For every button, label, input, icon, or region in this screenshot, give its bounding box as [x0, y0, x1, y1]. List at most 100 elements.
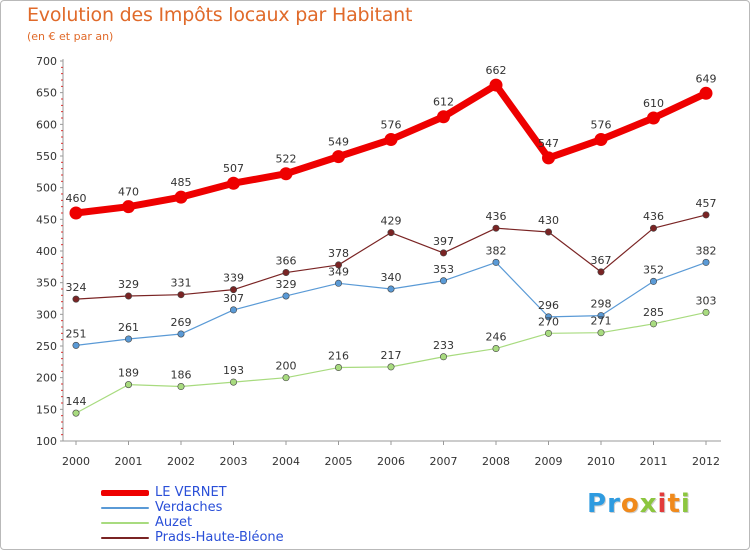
data-label: 352 [643, 263, 664, 276]
legend-label: Auzet [155, 515, 193, 530]
data-label: 340 [381, 271, 402, 284]
series-point [702, 258, 710, 266]
data-label: 193 [223, 364, 244, 377]
series-point [230, 306, 238, 314]
data-label: 217 [381, 349, 402, 362]
series-point [387, 363, 395, 371]
data-label: 436 [486, 210, 507, 223]
data-label: 298 [591, 298, 612, 311]
series-point [649, 277, 657, 285]
data-label: 366 [276, 255, 297, 268]
series-point [69, 206, 83, 220]
proxiti-logo: Proxiti [587, 489, 691, 519]
logo-letter: r [607, 489, 621, 519]
y-tick-label: 150 [36, 403, 57, 416]
series-point [279, 167, 293, 181]
series-point [387, 285, 395, 293]
data-label: 522 [276, 153, 297, 166]
series-point [230, 378, 238, 386]
logo-letter: t [667, 489, 681, 519]
data-label: 251 [66, 327, 87, 340]
series-point [282, 292, 290, 300]
data-label: 547 [538, 137, 559, 150]
series-point [544, 228, 552, 236]
data-label: 353 [433, 263, 454, 276]
data-label: 329 [118, 278, 139, 291]
series-point [125, 381, 133, 389]
x-tick-label: 2002 [167, 455, 195, 468]
data-label: 549 [328, 136, 349, 149]
series-point [492, 224, 500, 232]
y-tick-label: 400 [36, 245, 57, 258]
logo-letter: i [657, 489, 668, 519]
data-label: 216 [328, 350, 349, 363]
data-label: 261 [118, 321, 139, 334]
series-layer [69, 78, 713, 417]
logo-letter: P [587, 489, 608, 519]
data-label: 296 [538, 299, 559, 312]
data-label: 307 [223, 292, 244, 305]
series-point [227, 176, 240, 190]
data-label: 485 [171, 176, 192, 189]
data-label: 189 [118, 367, 139, 380]
series-point [649, 320, 657, 328]
data-label: 233 [433, 339, 454, 352]
series-point [597, 312, 605, 320]
series-point [647, 111, 660, 125]
data-label: 270 [538, 315, 559, 328]
x-tick-label: 2001 [115, 455, 143, 468]
data-label: 367 [591, 254, 612, 267]
legend-label: Verdaches [155, 500, 223, 515]
x-tick-label: 2008 [482, 455, 510, 468]
series-point [702, 308, 710, 316]
series-point [387, 229, 395, 237]
y-tick-label: 200 [36, 372, 57, 385]
data-label: 200 [276, 360, 297, 373]
data-label: 378 [328, 247, 349, 260]
data-label: 397 [433, 235, 454, 248]
legend-label: Prads-Haute-Bléone [155, 530, 284, 545]
x-tick-label: 2009 [535, 455, 563, 468]
series-point [177, 330, 185, 338]
series-point [125, 335, 133, 343]
series-point [72, 409, 80, 417]
series-point [230, 286, 238, 294]
data-label: 349 [328, 265, 349, 278]
series-point [174, 190, 188, 204]
series-point [542, 151, 555, 165]
data-label: 649 [696, 72, 717, 85]
data-label: 430 [538, 214, 559, 227]
data-label: 382 [486, 244, 507, 257]
series-point [177, 383, 185, 391]
series-point [334, 364, 342, 372]
x-tick-label: 2000 [62, 455, 90, 468]
series-point [439, 249, 447, 257]
series-point [439, 277, 447, 285]
y-tick-label: 100 [36, 435, 57, 448]
data-label: 339 [223, 272, 244, 285]
data-label: 331 [171, 277, 192, 290]
chart-axes: 100 150 200 250 300 350 400 450 500 550 600 650 700 2… [36, 55, 721, 468]
chart-subtitle: (en € et par an) [27, 30, 114, 43]
series-point [544, 329, 552, 337]
y-tick-label: 500 [36, 182, 57, 195]
series-point [649, 224, 657, 232]
series-point [702, 211, 710, 219]
x-tick-label: 2005 [325, 455, 353, 468]
x-tick-label: 2012 [692, 455, 720, 468]
data-label: 382 [696, 244, 717, 257]
series-point [177, 291, 185, 299]
data-label: 457 [696, 197, 717, 210]
series-point [439, 353, 447, 361]
data-label: 610 [643, 97, 664, 110]
data-label: 186 [171, 369, 192, 382]
y-tick-label: 600 [36, 118, 57, 131]
series-point [282, 269, 290, 277]
x-tick-label: 2006 [377, 455, 405, 468]
series-point [597, 329, 605, 337]
legend-swatch [101, 537, 149, 539]
data-label: 662 [486, 64, 507, 77]
legend-swatch [101, 507, 149, 509]
logo-letter: o [620, 489, 640, 519]
